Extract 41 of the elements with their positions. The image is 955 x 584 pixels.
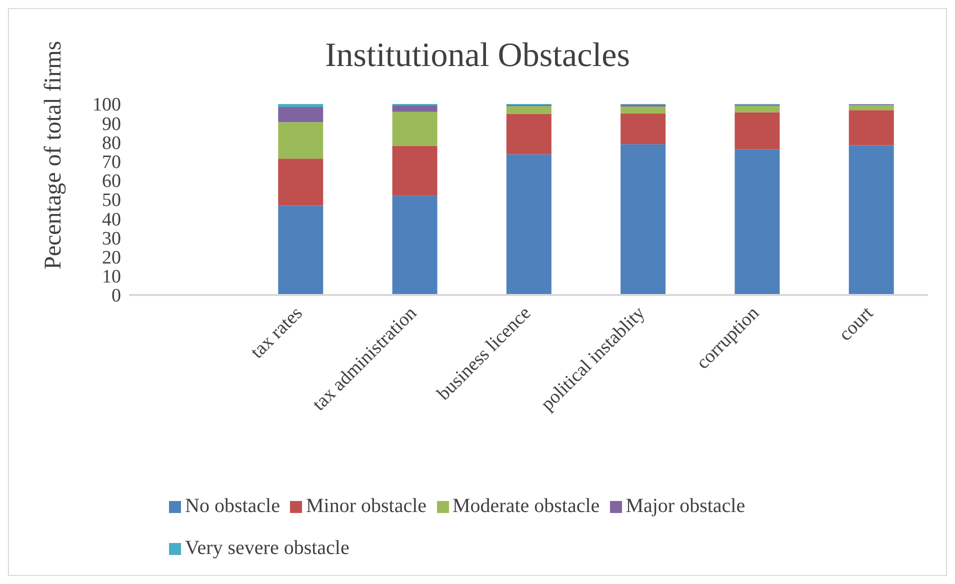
bar bbox=[848, 145, 894, 295]
y-tick-label: 0 bbox=[112, 286, 121, 307]
y-tick-label: 10 bbox=[102, 266, 121, 288]
bar bbox=[620, 144, 666, 295]
bar bbox=[506, 106, 552, 114]
x-tick-label: court bbox=[835, 302, 878, 346]
x-tick-label: tax rates bbox=[246, 302, 307, 363]
y-tick-label: 80 bbox=[102, 132, 121, 154]
y-tick-label: 40 bbox=[102, 209, 121, 230]
y-tick-label: 30 bbox=[102, 228, 121, 250]
y-tick-label: 20 bbox=[102, 248, 121, 269]
bar bbox=[620, 106, 666, 114]
bar bbox=[392, 106, 438, 112]
bar bbox=[278, 206, 324, 295]
y-tick-label: 60 bbox=[102, 171, 121, 192]
bar bbox=[278, 158, 324, 206]
bar bbox=[392, 112, 438, 146]
bar bbox=[392, 196, 438, 295]
bar bbox=[506, 114, 552, 154]
bar bbox=[620, 113, 666, 144]
legend-label: Moderate obstacle bbox=[452, 495, 600, 517]
y-axis-title: Pecentage of total firms bbox=[40, 40, 67, 270]
bar bbox=[734, 112, 780, 150]
bar bbox=[278, 104, 324, 108]
y-tick-label: 70 bbox=[102, 152, 121, 174]
y-tick-label: 100 bbox=[92, 94, 121, 116]
legend-label: Very severe obstacle bbox=[185, 537, 350, 559]
legend-label: No obstacle bbox=[185, 495, 280, 517]
chart-title: Institutional Obstacles bbox=[324, 37, 630, 74]
bar bbox=[734, 106, 780, 112]
bar bbox=[392, 146, 438, 196]
bar bbox=[506, 154, 552, 295]
bar bbox=[734, 149, 780, 295]
bar bbox=[848, 104, 894, 110]
legend-label: Major obstacle bbox=[626, 495, 746, 517]
bar bbox=[848, 110, 894, 146]
y-tick-label: 90 bbox=[102, 114, 121, 135]
legend-label: Minor obstacle bbox=[306, 495, 427, 517]
y-tick-label: 50 bbox=[102, 190, 121, 212]
bar bbox=[278, 107, 324, 122]
bar bbox=[278, 122, 324, 159]
